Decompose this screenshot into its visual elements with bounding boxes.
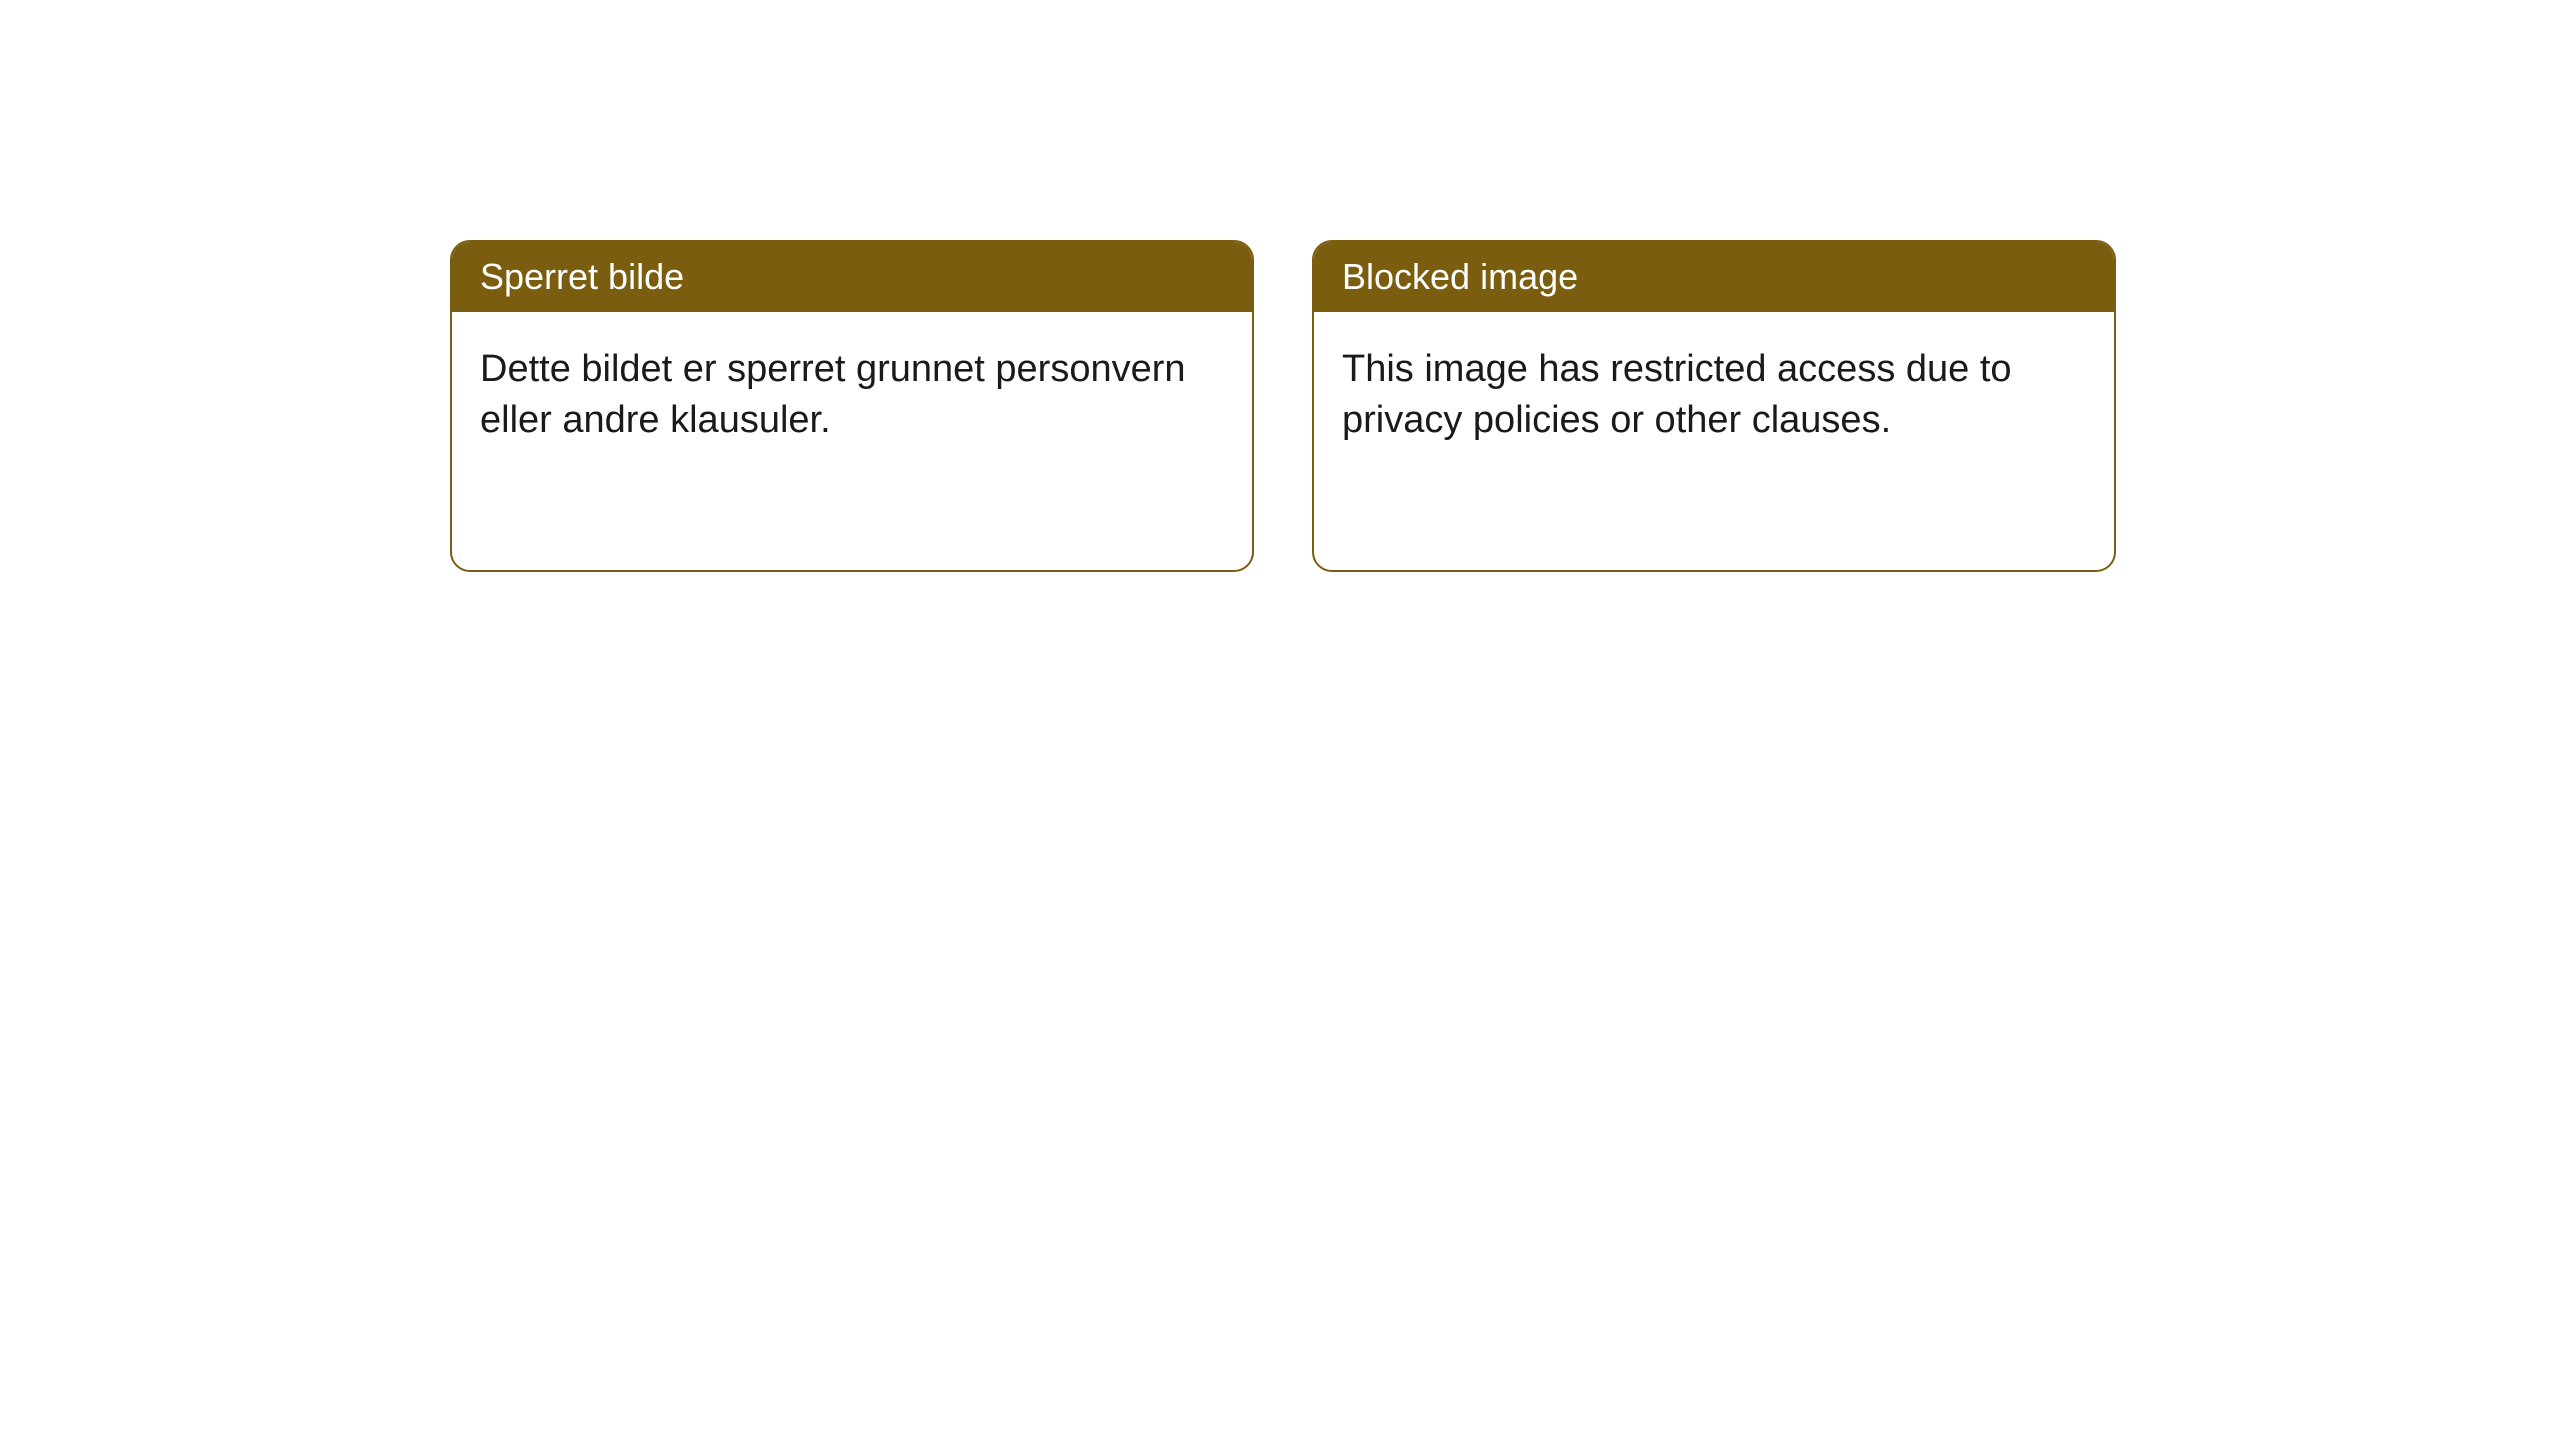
notice-cards-container: Sperret bilde Dette bildet er sperret gr… <box>450 240 2116 572</box>
card-body-text: This image has restricted access due to … <box>1342 348 2012 441</box>
notice-card-norwegian: Sperret bilde Dette bildet er sperret gr… <box>450 240 1254 572</box>
card-body: This image has restricted access due to … <box>1314 312 2114 479</box>
notice-card-english: Blocked image This image has restricted … <box>1312 240 2116 572</box>
card-title: Blocked image <box>1342 256 1578 297</box>
card-header: Blocked image <box>1314 242 2114 312</box>
card-body: Dette bildet er sperret grunnet personve… <box>452 312 1252 479</box>
card-title: Sperret bilde <box>480 256 684 297</box>
card-body-text: Dette bildet er sperret grunnet personve… <box>480 348 1186 441</box>
card-header: Sperret bilde <box>452 242 1252 312</box>
